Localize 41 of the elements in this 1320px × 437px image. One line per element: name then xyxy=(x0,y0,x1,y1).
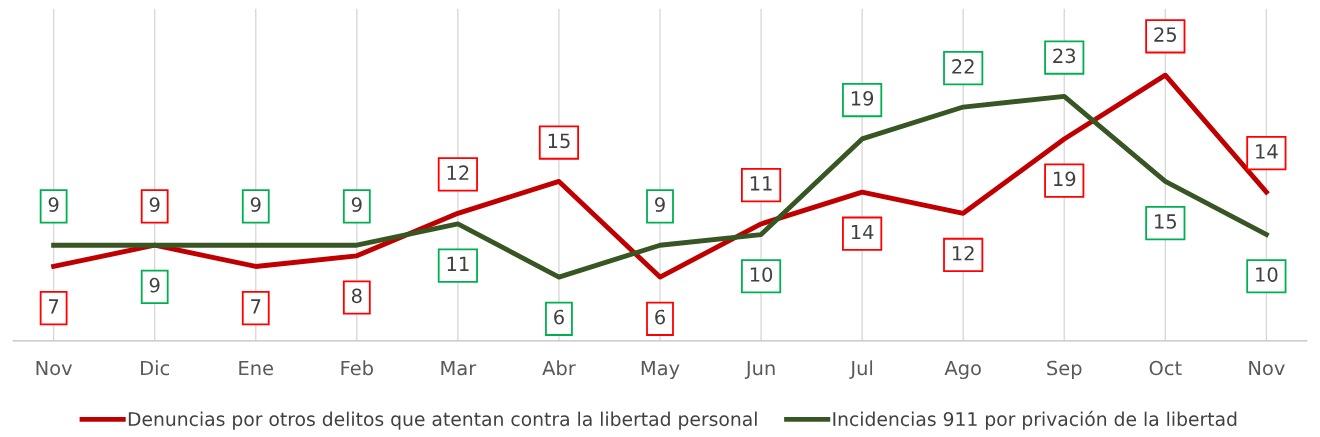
data-label: 10 xyxy=(750,267,773,282)
data-label: 19 xyxy=(1054,171,1076,187)
data-label: 19 xyxy=(851,90,874,106)
x-tick-label: Mar xyxy=(441,360,477,376)
x-tick-label: Nov xyxy=(1249,360,1285,376)
x-tick-label: May xyxy=(641,360,680,380)
x-tick-label: Feb xyxy=(341,360,373,376)
x-tick-label: Jun xyxy=(744,360,775,379)
data-label: 9 xyxy=(48,197,59,212)
data-label: 25 xyxy=(1154,27,1176,42)
data-label: 9 xyxy=(655,197,665,212)
x-tick-label: Sep xyxy=(1047,360,1082,380)
data-label: 9 xyxy=(149,197,160,212)
data-label: 22 xyxy=(952,59,974,74)
legend-label: Incidencias 911 por privación de la libertad xyxy=(833,410,1237,430)
data-label: 9 xyxy=(250,197,261,212)
data-label: 9 xyxy=(149,277,160,293)
data-label: 7 xyxy=(251,299,261,314)
data-label: 10 xyxy=(1256,267,1278,282)
data-label: 11 xyxy=(750,176,772,191)
data-label: 12 xyxy=(952,245,974,261)
x-tick-label: Nov xyxy=(36,360,73,376)
x-tick-label: Abr xyxy=(542,360,576,376)
x-tick-label: Dic xyxy=(141,360,170,376)
x-tick-label: Oct xyxy=(1149,360,1182,376)
x-tick-label: Jul xyxy=(849,360,873,379)
legend-label: Denuncias por otros delitos que atentan contra la libertad personal xyxy=(128,411,757,430)
x-tick-label: Ago xyxy=(944,360,981,380)
x-tick-label: Ene xyxy=(239,360,273,376)
data-label: 12 xyxy=(447,165,469,180)
data-label: 7 xyxy=(49,299,59,314)
data-label: 23 xyxy=(1053,48,1076,64)
data-label: 9 xyxy=(351,197,362,212)
data-label: 14 xyxy=(851,224,874,240)
data-label: 6 xyxy=(655,309,665,325)
data-label: 15 xyxy=(1155,214,1176,229)
data-label: 14 xyxy=(1256,144,1278,159)
data-label: 11 xyxy=(447,256,469,271)
data-label: 15 xyxy=(548,133,570,149)
data-label: 8 xyxy=(351,288,362,304)
data-label: 6 xyxy=(554,309,564,325)
